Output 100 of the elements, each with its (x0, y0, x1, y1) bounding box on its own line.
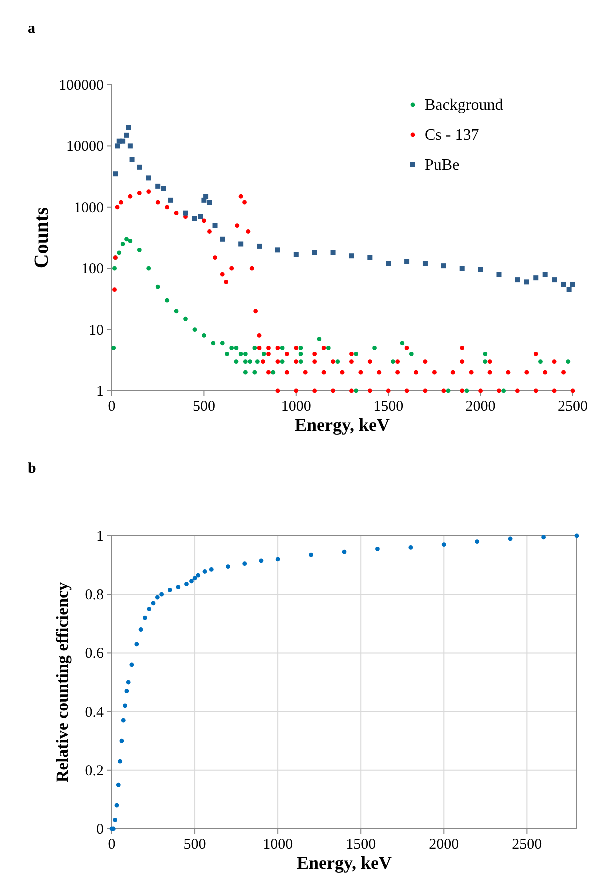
point (317, 337, 322, 342)
point (123, 704, 128, 708)
x-tick-label: 2000 (429, 837, 460, 853)
point (312, 250, 318, 256)
point (508, 536, 513, 542)
point (128, 239, 133, 244)
point (442, 542, 446, 547)
point (220, 341, 225, 346)
point (211, 341, 216, 346)
x-tick-label: 1000 (263, 837, 294, 853)
x-tick-label: 0 (108, 837, 116, 853)
x-tick-label: 500 (184, 837, 206, 853)
x-tick-label: 1500 (346, 837, 376, 853)
point (298, 360, 304, 364)
y-tick-label: 10000 (66, 139, 104, 156)
point (124, 689, 130, 694)
point (174, 309, 179, 314)
point (262, 352, 266, 356)
point (209, 567, 214, 572)
point (234, 346, 239, 350)
point (446, 388, 451, 394)
point (168, 588, 172, 592)
point (137, 248, 142, 252)
y-tick-label: 10 (89, 322, 104, 339)
point (113, 172, 118, 177)
point (257, 244, 262, 249)
point (156, 284, 160, 290)
point (242, 562, 248, 566)
point (138, 628, 144, 632)
point (298, 346, 304, 350)
point (198, 214, 204, 220)
point (124, 132, 130, 138)
legend-label: PuBe (425, 157, 460, 174)
y-tick-label: 100 (82, 262, 104, 278)
x-tick-label: 2500 (512, 837, 542, 853)
legend-label: Cs - 137 (425, 127, 480, 144)
point (155, 595, 160, 600)
y-tick-label: 0.8 (85, 588, 104, 604)
point (190, 579, 194, 584)
point (243, 360, 248, 364)
point (121, 718, 126, 723)
point (151, 601, 156, 606)
point (146, 266, 152, 271)
point (113, 818, 118, 822)
point (120, 242, 126, 246)
point (354, 352, 359, 356)
point (349, 254, 354, 259)
point (124, 237, 129, 242)
y-tick-label: 0 (96, 822, 104, 838)
point (126, 125, 132, 130)
point (408, 546, 414, 550)
point (566, 287, 572, 292)
point (542, 272, 548, 278)
x-tick-label: 1000 (281, 399, 312, 415)
point (156, 184, 161, 189)
point (238, 352, 244, 356)
point (252, 346, 258, 350)
y-tick-label: 100000 (59, 78, 104, 94)
point (207, 200, 212, 206)
point (112, 266, 117, 271)
point (534, 276, 539, 281)
point (255, 360, 260, 364)
point (570, 282, 576, 287)
point (128, 144, 133, 149)
point (120, 138, 126, 144)
x-tick-label: 2500 (558, 399, 588, 415)
point (116, 782, 121, 788)
point (160, 592, 164, 597)
point (117, 250, 122, 256)
point (478, 267, 484, 272)
point (143, 616, 148, 620)
point (147, 607, 152, 612)
point (515, 278, 520, 283)
point (298, 352, 304, 356)
point (475, 540, 480, 544)
point (524, 280, 530, 285)
point (168, 198, 174, 203)
x-axis-title: Energy, keV (296, 853, 392, 873)
point (196, 573, 201, 578)
point (118, 759, 123, 764)
point (212, 223, 218, 228)
y-tick-label: 1 (96, 529, 104, 545)
y-tick-label: 0.6 (85, 646, 104, 662)
point (114, 803, 120, 808)
point (561, 282, 566, 287)
point (483, 352, 488, 356)
x-tick-label: 2000 (466, 399, 496, 415)
point (542, 535, 546, 540)
y-tick-label: 0.2 (85, 763, 104, 780)
y-tick-label: 1 (96, 384, 104, 400)
point (137, 164, 142, 170)
point (230, 346, 234, 350)
point (226, 564, 230, 569)
chart-title: a (28, 21, 36, 37)
x-tick-label: 1500 (374, 399, 404, 415)
point (225, 352, 230, 356)
point (234, 360, 239, 364)
point (409, 352, 414, 356)
point (342, 550, 347, 554)
point (243, 352, 248, 356)
